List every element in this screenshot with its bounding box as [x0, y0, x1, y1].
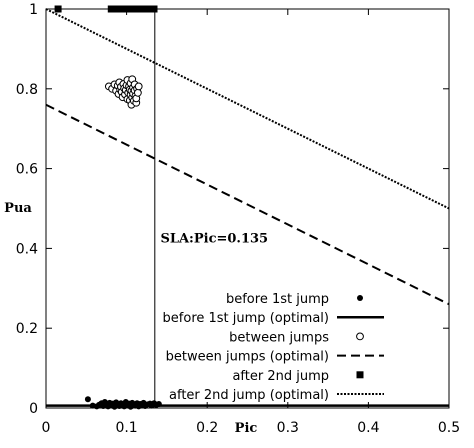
y-tick-label: 0 [29, 401, 38, 417]
series-line [45, 8, 450, 210]
legend-marker-swatch [357, 295, 363, 301]
x-tick-label: 0.3 [277, 420, 299, 436]
legend-marker-swatch [356, 371, 364, 379]
x-tick-label: 0.4 [357, 420, 379, 436]
data-point [133, 88, 142, 97]
y-axis-label: Pua [4, 201, 32, 216]
plot-area [45, 5, 450, 410]
legend-label: after 2nd jump [232, 369, 329, 384]
series-2 [104, 75, 143, 109]
y-tick-label: 0.2 [16, 321, 38, 337]
legend-label: after 2nd jump (optimal) [169, 388, 329, 403]
axis-ticks: 0 0.1 0.2 0.3 0.4 0.5 0 0.2 0.4 0.6 0.8 1 [16, 2, 460, 436]
legend-label: between jumps (optimal) [166, 350, 329, 365]
series-3 [45, 103, 450, 306]
y-tick-label: 0.4 [16, 241, 38, 257]
series-5 [45, 8, 450, 210]
y-tick-label: 0.8 [16, 82, 38, 98]
sla-annotation: SLA:Pic=0.135 [160, 231, 268, 246]
series-line [45, 103, 450, 306]
y-tick-label: 1 [29, 2, 38, 18]
legend-marker-swatch [356, 332, 364, 341]
x-tick-label: 0 [42, 420, 51, 436]
legend-label: between jumps [229, 330, 329, 345]
x-tick-label: 0.2 [196, 420, 218, 436]
x-tick-label: 0.1 [115, 420, 137, 436]
y-tick-label: 0.6 [16, 162, 38, 178]
legend-label: before 1st jump [226, 292, 329, 307]
data-point [134, 82, 143, 91]
data-point [84, 396, 91, 403]
legend-label: before 1st jump (optimal) [163, 311, 329, 326]
x-axis-label: Pic [235, 421, 258, 436]
legend: before 1st jump before 1st jump (optimal)… [163, 292, 384, 403]
plot-frame [45, 8, 450, 409]
x-tick-label: 0.5 [438, 420, 460, 436]
